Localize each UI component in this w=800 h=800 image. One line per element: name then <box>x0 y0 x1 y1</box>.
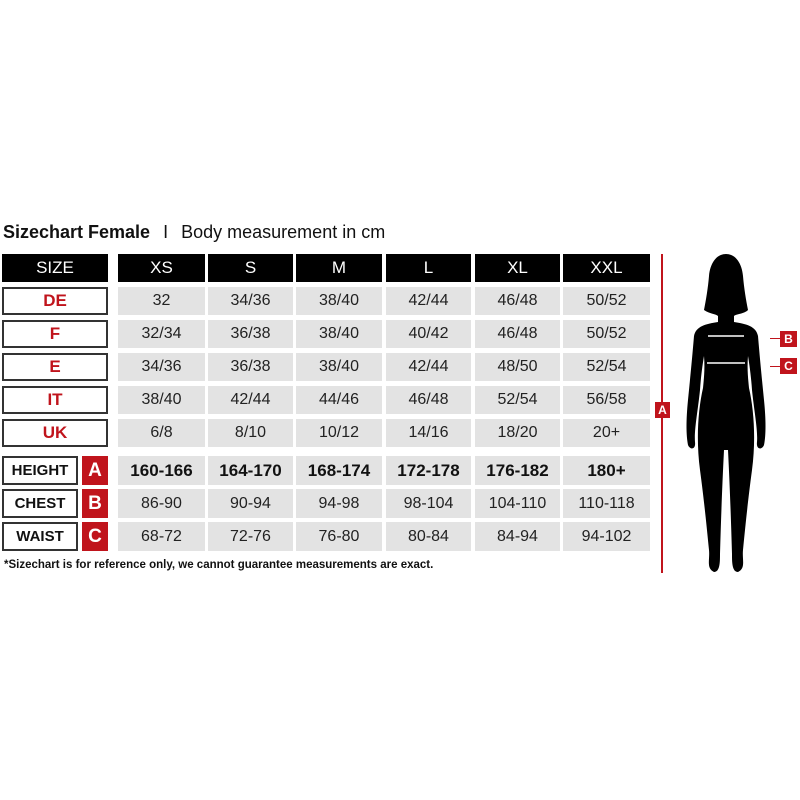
table-cell: 160-166 <box>118 456 205 485</box>
table-cell: 110-118 <box>563 489 650 518</box>
table-cell: 86-90 <box>118 489 205 518</box>
table-cell: 50/52 <box>563 320 650 348</box>
table-cell: 38/40 <box>296 353 382 381</box>
size-system-label: IT <box>2 386 108 414</box>
table-cell: 20+ <box>563 419 650 447</box>
table-cell: 52/54 <box>563 353 650 381</box>
size-column-header: XL <box>475 254 560 282</box>
size-system-label: DE <box>2 287 108 315</box>
table-cell: 38/40 <box>296 320 382 348</box>
measure-label: CHEST <box>2 489 78 518</box>
table-cell: 6/8 <box>118 419 205 447</box>
chest-pointer <box>770 338 781 339</box>
table-cell: 80-84 <box>386 522 471 551</box>
table-cell: 164-170 <box>208 456 293 485</box>
table-cell: 14/16 <box>386 419 471 447</box>
measure-label: WAIST <box>2 522 78 551</box>
size-system-label: F <box>2 320 108 348</box>
size-system-label: UK <box>2 419 108 447</box>
table-cell: 68-72 <box>118 522 205 551</box>
table-cell: 76-80 <box>296 522 382 551</box>
waist-tag: C <box>780 358 797 374</box>
measure-letter: B <box>82 489 108 518</box>
table-cell: 46/48 <box>386 386 471 414</box>
table-cell: 46/48 <box>475 287 560 315</box>
table-cell: 90-94 <box>208 489 293 518</box>
table-cell: 32 <box>118 287 205 315</box>
female-silhouette <box>686 254 766 572</box>
table-cell: 176-182 <box>475 456 560 485</box>
table-cell: 42/44 <box>386 353 471 381</box>
size-header: SIZE <box>2 254 108 282</box>
waist-pointer <box>770 366 781 367</box>
title-separator: I <box>163 222 169 242</box>
footnote: *Sizechart is for reference only, we can… <box>4 559 434 571</box>
table-cell: 10/12 <box>296 419 382 447</box>
table-cell: 34/36 <box>208 287 293 315</box>
table-cell: 8/10 <box>208 419 293 447</box>
table-cell: 46/48 <box>475 320 560 348</box>
table-cell: 18/20 <box>475 419 560 447</box>
table-cell: 104-110 <box>475 489 560 518</box>
table-cell: 56/58 <box>563 386 650 414</box>
title-bold: Sizechart Female <box>3 222 151 242</box>
size-column-header: S <box>208 254 293 282</box>
table-cell: 40/42 <box>386 320 471 348</box>
table-cell: 94-102 <box>563 522 650 551</box>
size-column-header: L <box>386 254 471 282</box>
table-cell: 42/44 <box>208 386 293 414</box>
table-cell: 172-178 <box>386 456 471 485</box>
chest-tag: B <box>780 331 797 347</box>
table-cell: 52/54 <box>475 386 560 414</box>
size-column-header: XXL <box>563 254 650 282</box>
table-cell: 98-104 <box>386 489 471 518</box>
table-cell: 180+ <box>563 456 650 485</box>
size-column-header: M <box>296 254 382 282</box>
table-cell: 34/36 <box>118 353 205 381</box>
table-cell: 42/44 <box>386 287 471 315</box>
size-column-header: XS <box>118 254 205 282</box>
table-cell: 38/40 <box>118 386 205 414</box>
table-cell: 48/50 <box>475 353 560 381</box>
table-cell: 38/40 <box>296 287 382 315</box>
table-cell: 36/38 <box>208 320 293 348</box>
table-cell: 50/52 <box>563 287 650 315</box>
table-cell: 168-174 <box>296 456 382 485</box>
measure-letter: A <box>82 456 108 485</box>
table-cell: 84-94 <box>475 522 560 551</box>
size-system-label: E <box>2 353 108 381</box>
table-cell: 36/38 <box>208 353 293 381</box>
table-cell: 94-98 <box>296 489 382 518</box>
measure-label: HEIGHT <box>2 456 78 485</box>
table-cell: 72-76 <box>208 522 293 551</box>
title-subtitle: Body measurement in cm <box>181 222 386 242</box>
measure-letter: C <box>82 522 108 551</box>
height-tag: A <box>655 402 670 418</box>
table-cell: 44/46 <box>296 386 382 414</box>
table-cell: 32/34 <box>118 320 205 348</box>
chart-title: Sizechart Female I Body measurement in c… <box>3 222 385 243</box>
